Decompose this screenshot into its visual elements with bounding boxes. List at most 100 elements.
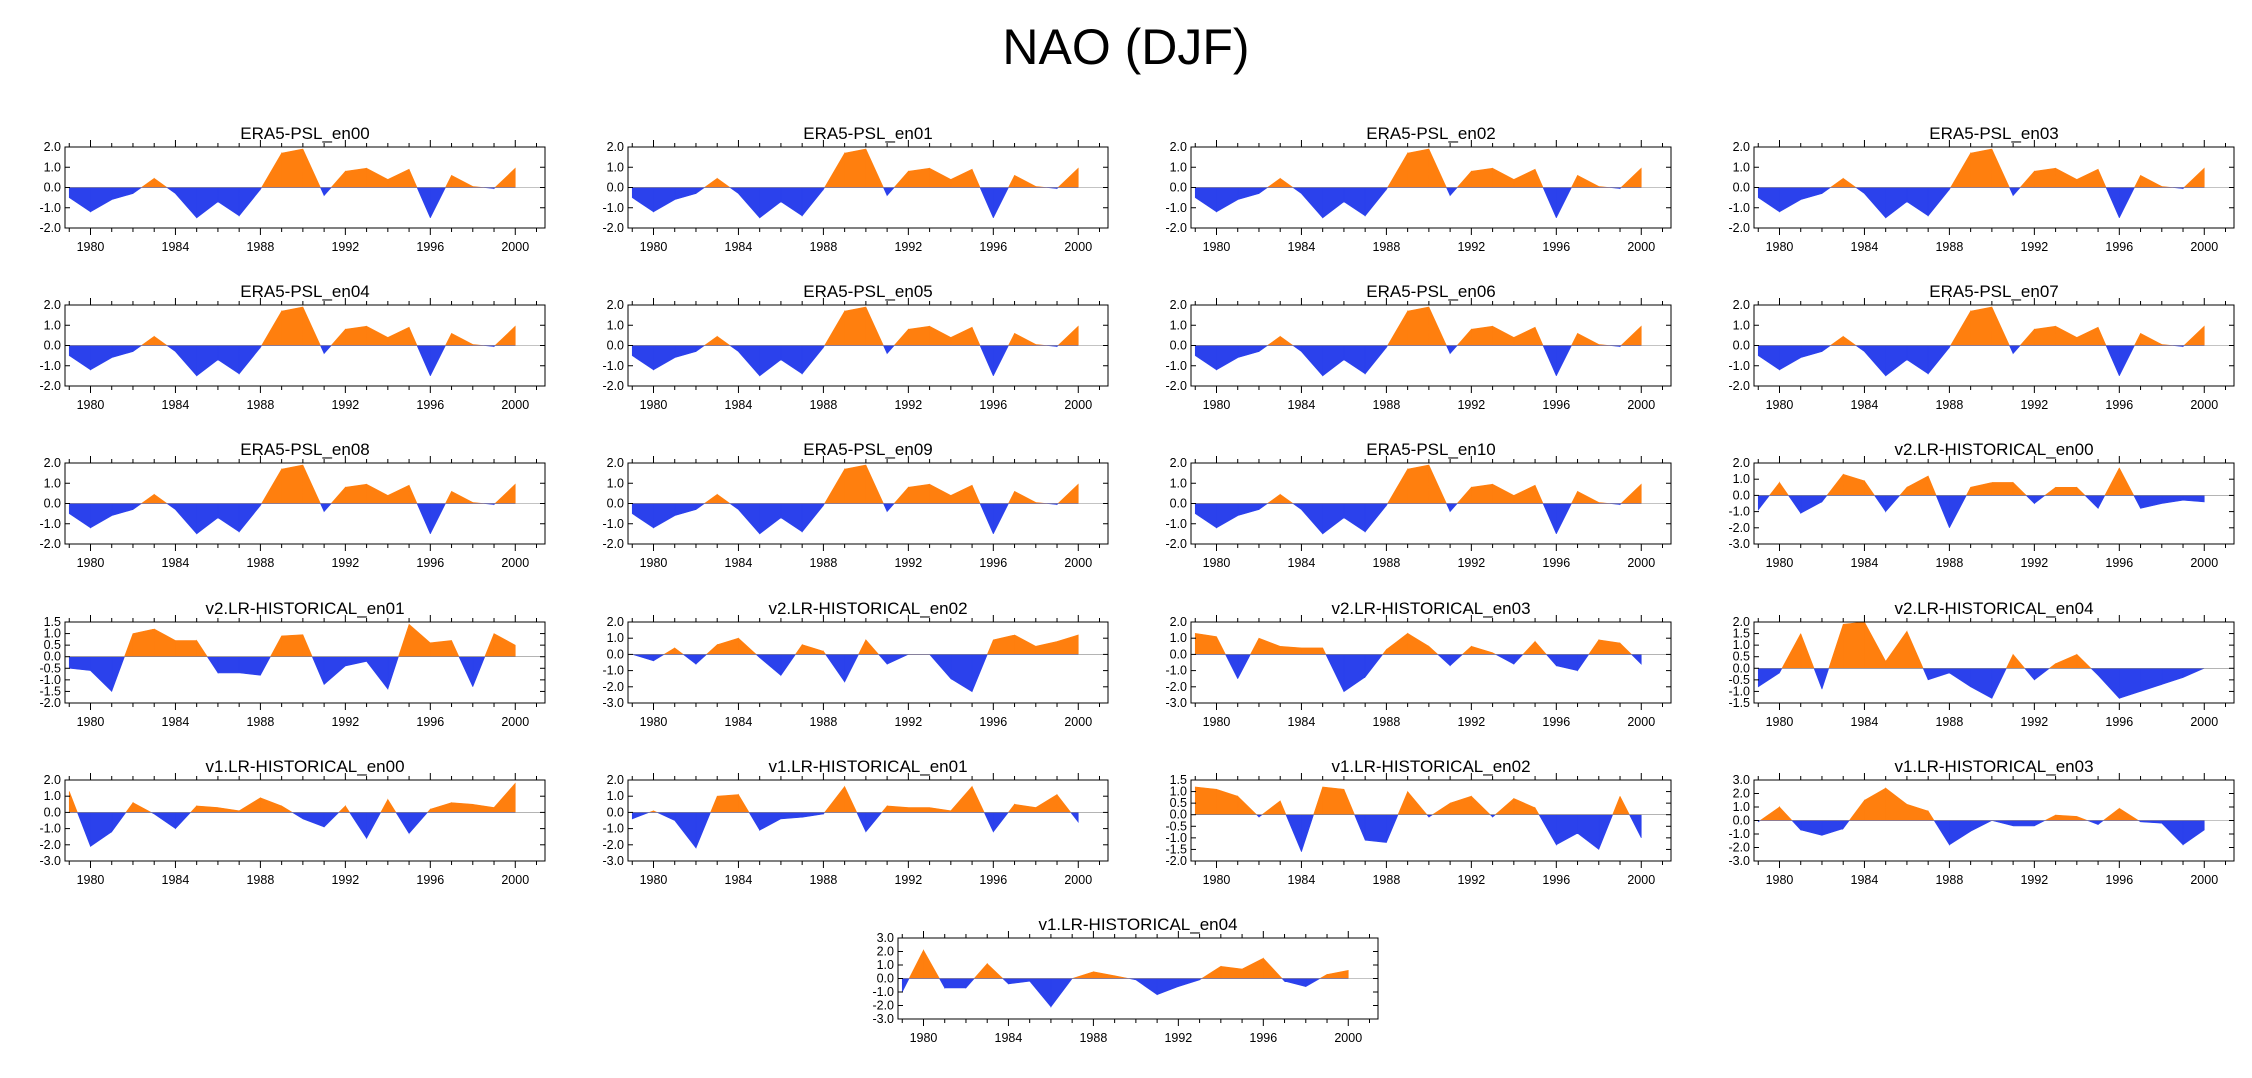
negative-area	[68, 345, 516, 377]
y-tick-label: 2.0	[1170, 615, 1187, 629]
x-tick-label: 1996	[416, 398, 444, 412]
y-tick-label: 2.0	[1733, 298, 1750, 312]
positive-area	[632, 464, 1079, 504]
y-tick-label: -0.5	[39, 661, 61, 675]
x-tick-label: 1980	[77, 873, 105, 887]
panel-title: ERA5-PSL_en05	[803, 282, 932, 301]
x-tick-label: 1996	[979, 398, 1007, 412]
y-tick-label: 2.0	[607, 773, 624, 787]
y-tick-label: -2.0	[39, 838, 61, 852]
x-tick-label: 1988	[1935, 398, 1963, 412]
panel-title: v1.LR-HISTORICAL_en03	[1894, 757, 2093, 776]
y-tick-label: -3.0	[1165, 696, 1187, 710]
y-tick-label: -3.0	[39, 854, 61, 868]
nao-panel: v2.LR-HISTORICAL_en04 2.01.51.00.50.0-0.5…	[1728, 599, 2235, 729]
x-tick-label: 1984	[1288, 715, 1316, 729]
y-tick-label: 2.0	[607, 615, 624, 629]
x-tick-label: 1984	[162, 873, 190, 887]
plot-frame	[1753, 621, 2235, 704]
y-tick-label: -2.0	[1728, 841, 1750, 855]
x-tick-label: 1988	[809, 556, 837, 570]
y-tick-label: 1.0	[1733, 318, 1750, 332]
y-tick-label: 2.0	[1733, 140, 1750, 154]
positive-area	[69, 148, 516, 188]
panel-title: ERA5-PSL_en02	[1366, 124, 1495, 143]
y-tick-label: -1.0	[39, 822, 61, 836]
y-tick-label: -0.5	[1728, 673, 1750, 687]
y-tick-label: 1.5	[1733, 627, 1750, 641]
x-tick-label: 1980	[640, 240, 668, 254]
x-tick-label: 1988	[246, 398, 274, 412]
positive-area	[1758, 787, 2205, 821]
positive-area	[1195, 306, 1642, 346]
x-tick-label: 1984	[1851, 873, 1879, 887]
x-tick-label: 2000	[1627, 398, 1655, 412]
y-tick-label: -1.0	[602, 201, 624, 215]
y-tick-label: 0.5	[1170, 796, 1187, 810]
panel-title: ERA5-PSL_en09	[803, 440, 932, 459]
x-tick-label: 1984	[1288, 240, 1316, 254]
positive-area	[1194, 632, 1642, 655]
x-tick-label: 1980	[1766, 873, 1794, 887]
panel-title: v1.LR-HISTORICAL_en01	[768, 757, 967, 776]
y-tick-label: -1.0	[39, 359, 61, 373]
y-tick-label: 0.0	[1170, 339, 1187, 353]
panel-title: ERA5-PSL_en06	[1366, 282, 1495, 301]
y-tick-label: 2.0	[1170, 140, 1187, 154]
panel-title: v1.LR-HISTORICAL_en04	[1038, 915, 1237, 934]
y-tick-label: -1.0	[1165, 517, 1187, 531]
x-tick-label: 1988	[1935, 240, 1963, 254]
y-tick-label: -1.0	[1728, 359, 1750, 373]
x-tick-label: 2000	[2190, 556, 2218, 570]
x-tick-label: 1992	[894, 556, 922, 570]
x-tick-label: 1996	[1542, 240, 1570, 254]
page-title: NAO (DJF)	[1002, 19, 1250, 75]
x-tick-label: 1996	[2105, 240, 2133, 254]
negative-area	[68, 656, 516, 693]
x-tick-label: 1996	[1542, 398, 1570, 412]
x-tick-label: 1988	[809, 240, 837, 254]
nao-panel: v1.LR-HISTORICAL_en04 3.02.01.00.0-1.0-2.…	[872, 915, 1379, 1045]
negative-area	[1757, 187, 2205, 219]
y-tick-label: -2.0	[1165, 221, 1187, 235]
x-tick-label: 1992	[2020, 398, 2048, 412]
negative-area	[631, 187, 1079, 219]
y-tick-label: 0.0	[607, 181, 624, 195]
x-tick-label: 1984	[1851, 240, 1879, 254]
plot-frame	[64, 779, 546, 862]
y-tick-label: 1.0	[607, 789, 624, 803]
x-tick-label: 1980	[640, 873, 668, 887]
negative-area	[1195, 814, 1642, 852]
y-tick-label: 1.0	[1170, 785, 1187, 799]
x-tick-label: 1984	[1288, 873, 1316, 887]
nao-panel: ERA5-PSL_en00 2.0 1.0 0.0 -1.0 -2.0 1980 1984 19…	[39, 124, 546, 254]
negative-area	[901, 978, 1349, 1008]
y-tick-label: -2.0	[872, 999, 894, 1013]
y-tick-label: 1.0	[44, 476, 61, 490]
y-tick-label: 0.0	[1170, 647, 1187, 661]
panel-title: v1.LR-HISTORICAL_en02	[1331, 757, 1530, 776]
y-tick-label: 2.0	[607, 456, 624, 470]
x-tick-label: 1984	[1851, 398, 1879, 412]
y-tick-label: -1.0	[1165, 664, 1187, 678]
panel-title: ERA5-PSL_en03	[1929, 124, 2058, 143]
x-tick-label: 2000	[1334, 1031, 1362, 1045]
negative-area	[631, 812, 1079, 849]
x-tick-label: 1984	[1851, 715, 1879, 729]
negative-area	[69, 812, 516, 847]
positive-area	[1758, 621, 2205, 669]
x-tick-label: 1992	[1457, 556, 1485, 570]
y-tick-label: -2.0	[1165, 379, 1187, 393]
y-tick-label: 3.0	[877, 931, 894, 945]
positive-area	[1758, 306, 2205, 346]
x-tick-label: 1992	[894, 715, 922, 729]
x-tick-label: 1992	[1164, 1031, 1192, 1045]
nao-panel: v2.LR-HISTORICAL_en02 2.0 1.0 0.0 -1.0 -2.0 -3…	[602, 599, 1109, 729]
x-tick-label: 1980	[77, 715, 105, 729]
y-tick-label: 2.0	[1733, 456, 1750, 470]
plot-frame	[627, 779, 1109, 862]
y-tick-label: -2.0	[39, 221, 61, 235]
negative-area	[631, 503, 1079, 535]
y-tick-label: -1.0	[39, 201, 61, 215]
